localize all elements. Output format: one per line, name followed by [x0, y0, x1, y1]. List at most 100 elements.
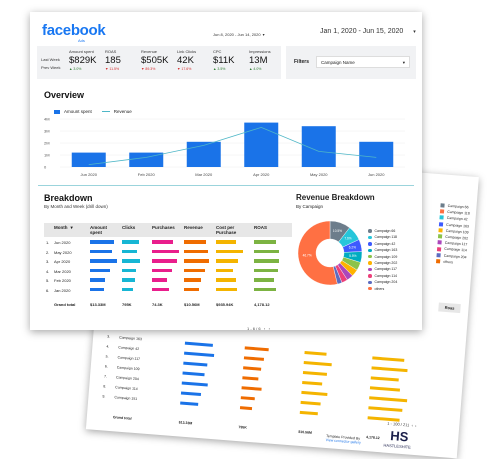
- column-header[interactable]: Amount spent: [90, 225, 120, 235]
- legend-item[interactable]: others: [368, 286, 397, 292]
- spend-bar[interactable]: [244, 122, 279, 167]
- metric-bar: [216, 240, 236, 244]
- row-index: 9.: [102, 393, 106, 399]
- spend-legend-label: Amount spent: [64, 109, 92, 114]
- column-header[interactable]: Revenue: [184, 225, 203, 230]
- last-week-label: Last Week: [41, 57, 60, 62]
- column-header[interactable]: ROAS: [254, 225, 267, 230]
- filters-panel: Filters Campaign Name ▾: [286, 46, 416, 79]
- legend-item[interactable]: Campaign 66: [368, 228, 397, 234]
- metric-bar: [184, 287, 200, 291]
- table-row[interactable]: 6. Jan 2020: [44, 286, 292, 295]
- overview-chart: 0 1M 2M 3M 4M Jun 2020 Feb 2020 Mar 2020 Apr 202…: [44, 117, 405, 177]
- legend-item[interactable]: Campaign 109: [368, 254, 397, 260]
- legend-label: Campaign 202: [374, 261, 398, 266]
- revenue-line: [88, 126, 377, 165]
- revenue-donut-chart: 10.5%7.6% 6.2% 5.5% 46.7%: [297, 220, 363, 286]
- comparison-date-range[interactable]: Jun 8, 2020 - Jun 14, 2020 ▾: [213, 32, 265, 37]
- front-report-page: facebook Ads Jun 8, 2020 - Jun 14, 2020 ▾…: [30, 12, 422, 331]
- table-row[interactable]: 2. May 2020: [44, 248, 292, 257]
- table-row[interactable]: 1. Jun 2020: [44, 238, 292, 247]
- campaign-cell: Campaign 163: [119, 334, 143, 341]
- x-tick-label: Mar 2020: [195, 172, 213, 177]
- kpi-label: CPC: [213, 49, 222, 54]
- kpi-value: 13M: [249, 55, 268, 66]
- metric-bar: [183, 361, 208, 366]
- facebook-ads-logo: facebook Ads: [42, 22, 106, 43]
- grand-total-value: $13.33M: [90, 302, 106, 307]
- metric-bar: [368, 405, 403, 412]
- prev-page-icon[interactable]: ‹: [261, 326, 266, 331]
- legend-item[interactable]: Campaign 42: [368, 241, 397, 247]
- grand-total-value: 4,178.12: [254, 302, 270, 307]
- legend-swatch: [368, 254, 372, 259]
- pagination[interactable]: 1 - 6 / 6 ‹ ›: [247, 326, 270, 331]
- metric-bar: [216, 287, 237, 291]
- donut-slice[interactable]: [297, 220, 338, 286]
- svg-text:HASTLESHITE: HASTLESHITE: [383, 443, 411, 450]
- prev-page-icon[interactable]: ‹: [410, 422, 414, 428]
- campaign-swatch: [438, 228, 443, 233]
- metric-bar: [372, 355, 405, 362]
- metric-bar: [303, 360, 332, 366]
- spend-bar[interactable]: [71, 152, 106, 167]
- roas-column-header[interactable]: Roas: [438, 302, 461, 314]
- spend-bar[interactable]: [359, 141, 394, 167]
- column-header[interactable]: Cost per Purchase: [216, 225, 246, 235]
- sort-arrow-icon: ▾: [70, 225, 73, 230]
- campaign-cell: Campaign 117: [117, 354, 141, 361]
- legend-label: Campaign 163: [374, 248, 398, 253]
- legend-item[interactable]: Campaign 114: [368, 273, 397, 279]
- grand-total-value: 795K: [122, 302, 132, 307]
- column-header[interactable]: Month ▾: [54, 225, 73, 230]
- metric-bar: [184, 268, 205, 272]
- column-header-label: ROAS: [254, 225, 268, 230]
- legend-item[interactable]: Campaign 117: [368, 266, 397, 272]
- metric-bar: [300, 400, 321, 405]
- campaign-cell: Campaign 114: [115, 384, 138, 391]
- legend-label: Campaign 66: [374, 229, 396, 233]
- campaign-swatch: [439, 215, 444, 221]
- x-tick-label: Jun 2020: [81, 172, 98, 177]
- x-tick-label: Jun 2020: [368, 172, 385, 177]
- column-header[interactable]: Purchases: [152, 225, 175, 230]
- spend-bar[interactable]: [129, 152, 164, 167]
- legend-item[interactable]: Campaign 204: [368, 279, 397, 285]
- metric-bar: [242, 375, 259, 381]
- kpi-value: 185: [105, 55, 121, 66]
- metric-bar: [180, 390, 202, 396]
- next-page-icon[interactable]: ›: [413, 422, 417, 429]
- legend-label: Campaign 109: [374, 254, 398, 259]
- legend-item[interactable]: Campaign 163: [368, 247, 397, 253]
- spend-bar[interactable]: [186, 141, 221, 167]
- chevron-down-icon: ▾: [402, 60, 405, 65]
- grand-total-label: Grand total: [112, 415, 132, 421]
- kpi-scorecards: Last Week Prev Week Amount spent $829K ▲ 3…: [37, 46, 281, 79]
- metric-bar: [152, 287, 169, 291]
- metric-bar: [122, 287, 134, 291]
- metric-bar: [371, 365, 408, 372]
- campaign-swatch: [436, 259, 441, 264]
- kpi-card: Impressions 13M ▲ 4.0%: [249, 49, 285, 71]
- campaign-swatch: [439, 221, 444, 227]
- next-page-icon[interactable]: ›: [266, 326, 270, 331]
- table-row[interactable]: 5. Feb 2020: [44, 276, 292, 285]
- metric-bar: [184, 259, 210, 263]
- grand-total-value: $935.94K: [216, 302, 234, 307]
- legend-item[interactable]: Campaign 118: [368, 234, 397, 240]
- column-header[interactable]: Clicks: [122, 225, 135, 230]
- legend-item[interactable]: Campaign 202: [368, 260, 397, 266]
- metric-bar: [90, 249, 113, 253]
- metric-bar: [152, 240, 173, 244]
- y-tick-label: 1M: [44, 153, 50, 158]
- metric-bar: [244, 345, 269, 351]
- grand-total-label: Grand total: [54, 302, 76, 307]
- table-row[interactable]: 3. Apr 2020: [44, 257, 292, 266]
- kpi-value: $11K: [213, 55, 235, 66]
- metric-bar: [152, 278, 168, 282]
- campaign-name-filter[interactable]: Campaign Name ▾: [316, 56, 410, 68]
- date-range-picker[interactable]: Jan 1, 2020 - Jun 15, 2020 ▾: [320, 28, 416, 35]
- metric-bar: [216, 268, 233, 272]
- metric-bar: [302, 370, 328, 376]
- table-row[interactable]: 4. Mar 2020: [44, 267, 292, 276]
